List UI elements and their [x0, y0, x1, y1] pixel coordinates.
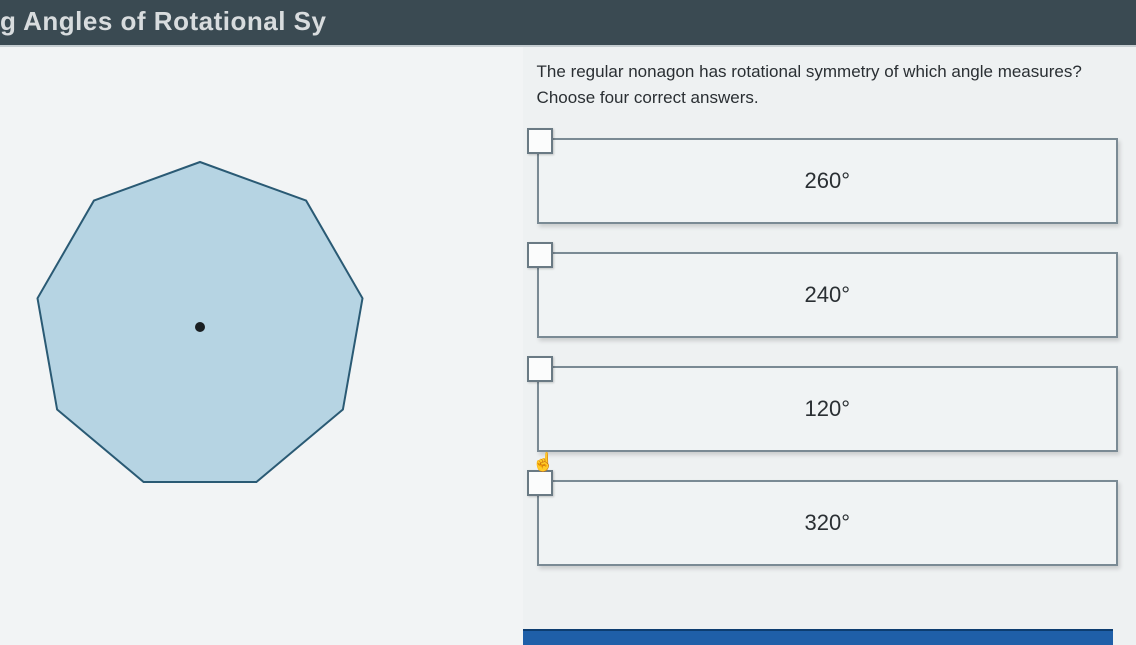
content-area: The regular nonagon has rotational symme…: [0, 45, 1136, 645]
figure-panel: [0, 45, 523, 645]
footer-progress-bar: [523, 629, 1114, 645]
answer-label: 240°: [805, 282, 851, 308]
nonagon-figure: [20, 147, 380, 507]
page-header: g Angles of Rotational Sy: [0, 0, 1136, 45]
answer-option-2[interactable]: 120°: [537, 366, 1118, 452]
question-panel: The regular nonagon has rotational symme…: [523, 45, 1136, 645]
answer-option-3[interactable]: 320°: [537, 480, 1118, 566]
answer-option-1[interactable]: 240°: [537, 252, 1118, 338]
checkbox-icon[interactable]: [527, 128, 553, 154]
answer-option-0[interactable]: 260°: [537, 138, 1118, 224]
question-line-1: The regular nonagon has rotational symme…: [537, 62, 1082, 81]
nonagon-svg: [20, 147, 380, 507]
answer-label: 260°: [805, 168, 851, 194]
answer-label: 120°: [805, 396, 851, 422]
checkbox-icon[interactable]: [527, 356, 553, 382]
nonagon-center-dot: [195, 322, 205, 332]
question-text: The regular nonagon has rotational symme…: [537, 59, 1118, 110]
header-title: g Angles of Rotational Sy: [0, 6, 326, 36]
checkbox-icon[interactable]: [527, 470, 553, 496]
checkbox-icon[interactable]: [527, 242, 553, 268]
answer-label: 320°: [805, 510, 851, 536]
question-line-2: Choose four correct answers.: [537, 88, 759, 107]
